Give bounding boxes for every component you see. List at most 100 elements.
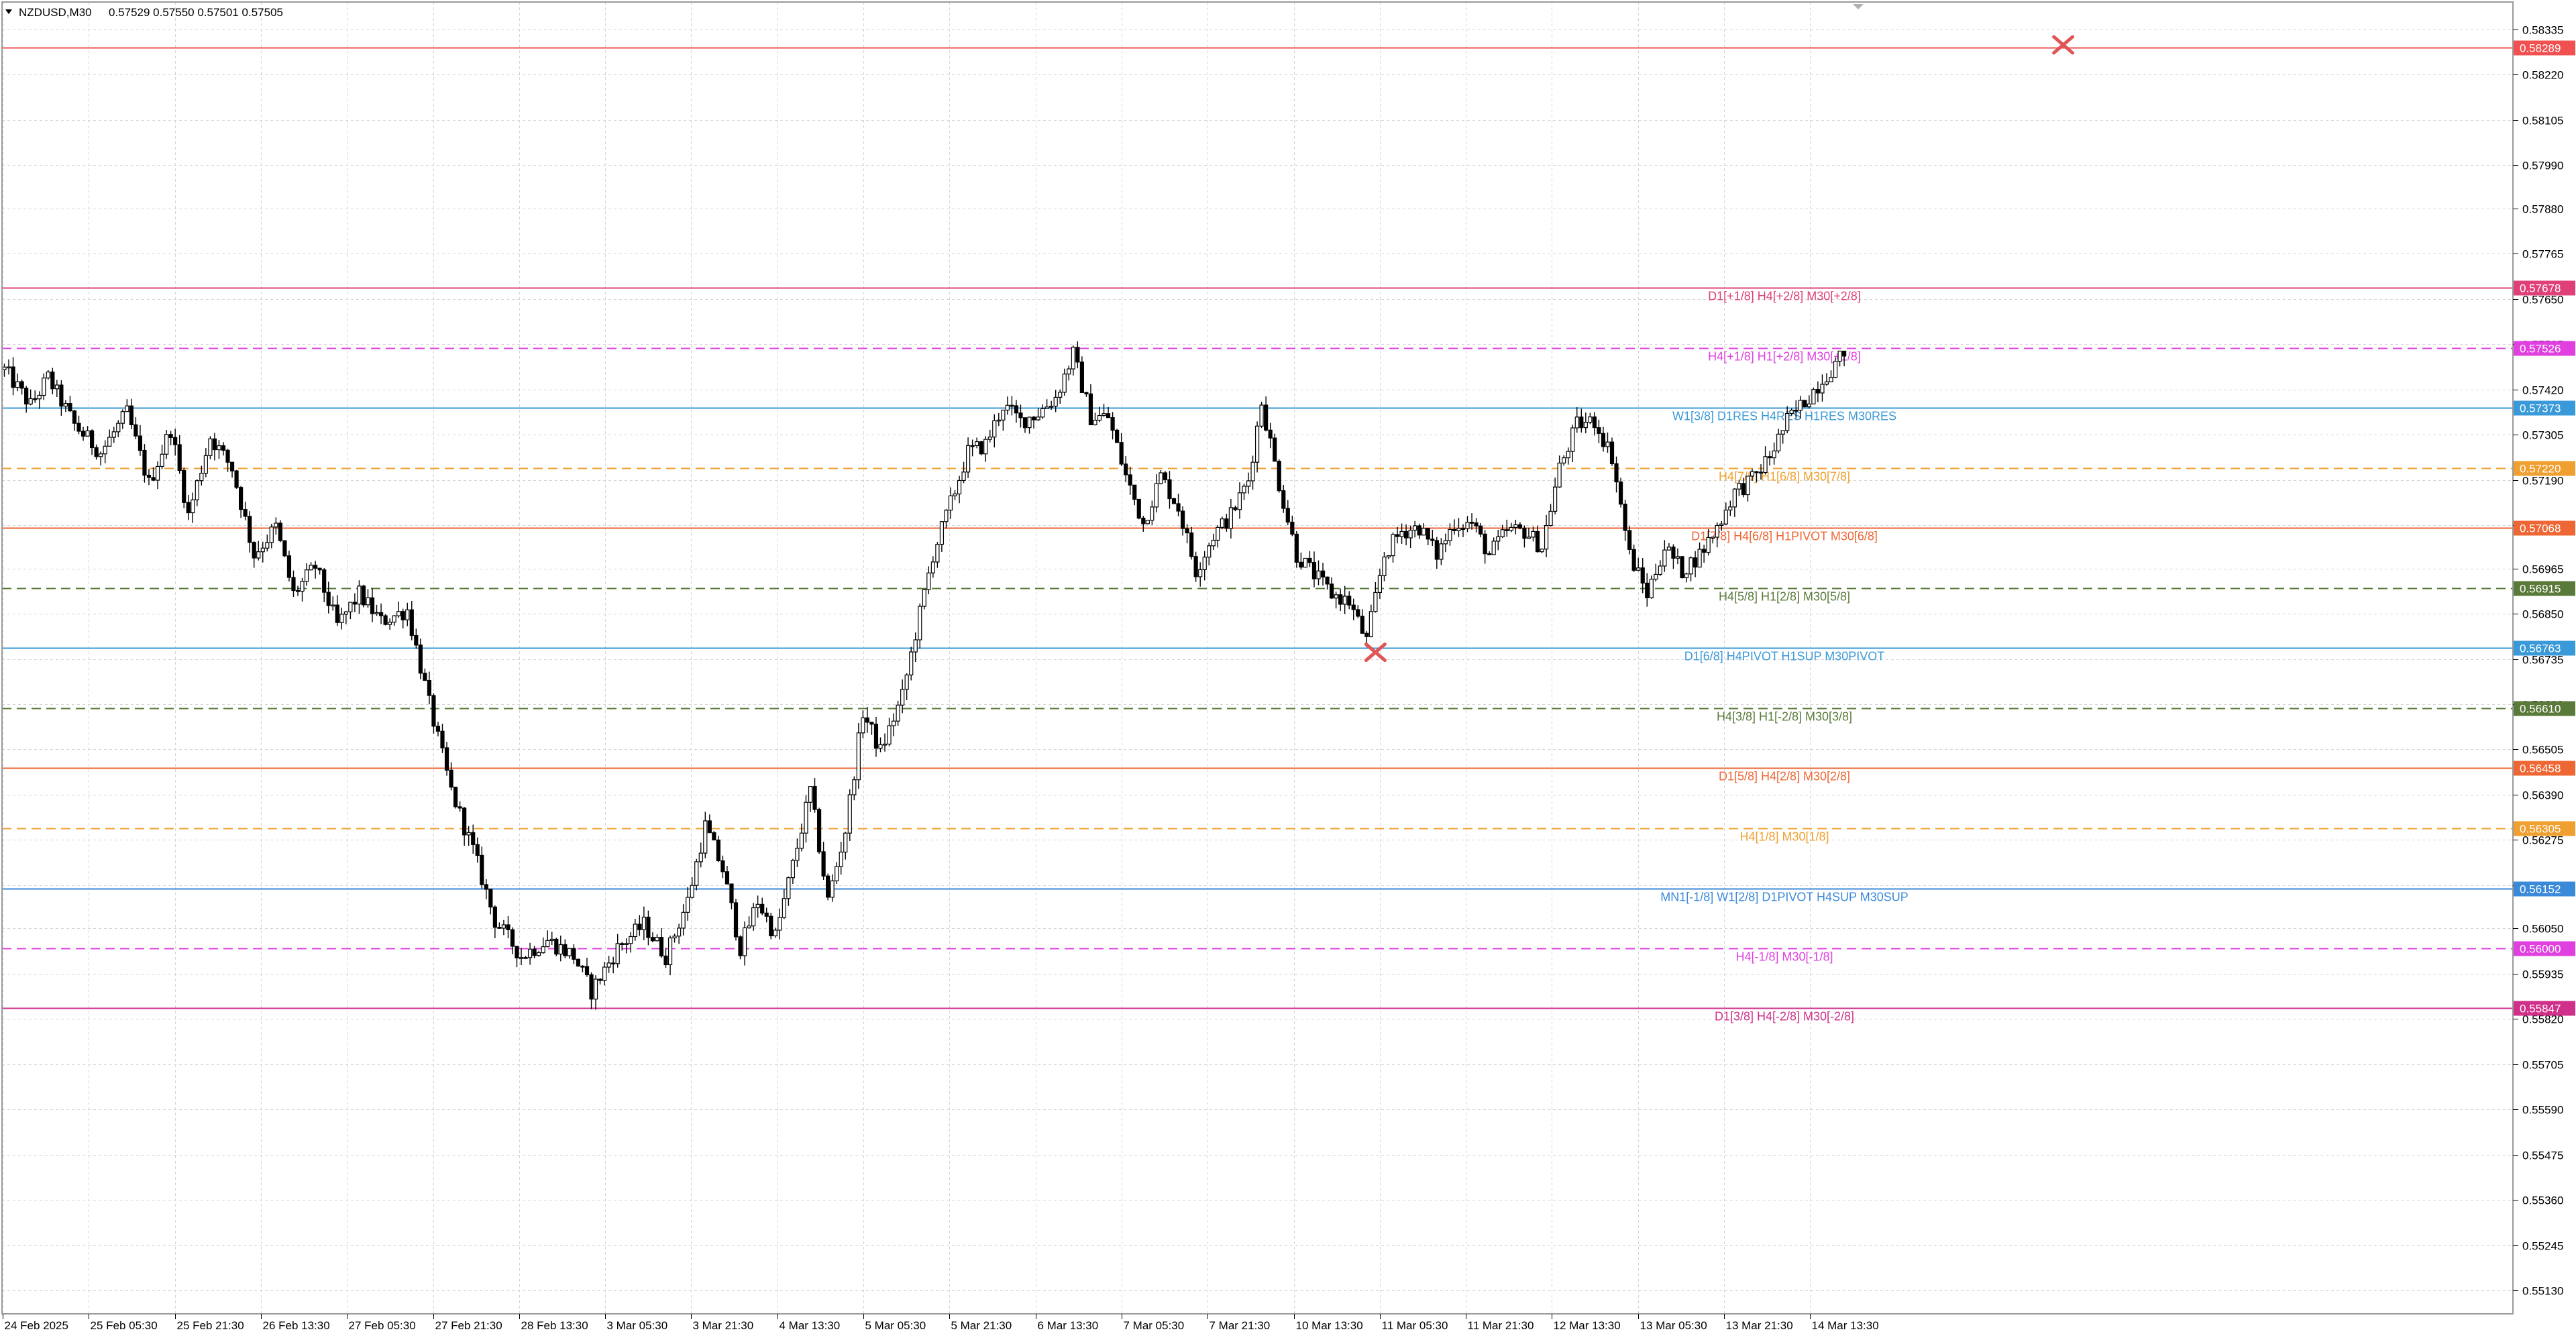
candle: [1049, 400, 1054, 410]
chart-header: NZDUSD,M30 0.57529 0.57550 0.57501 0.575…: [5, 6, 283, 19]
price-tag-label: 0.55847: [2520, 1003, 2561, 1015]
candle: [1469, 513, 1474, 530]
candle: [913, 632, 918, 663]
candle: [1246, 472, 1251, 494]
candle: [965, 437, 971, 478]
candle: [909, 647, 914, 681]
candle: [939, 520, 945, 552]
price-tick-label: 0.57190: [2522, 475, 2563, 488]
candle: [173, 429, 178, 456]
candle: [1526, 527, 1532, 539]
candle: [887, 718, 892, 746]
candle: [667, 935, 673, 976]
dropdown-triangle-icon[interactable]: [5, 9, 12, 14]
candle: [1680, 555, 1684, 579]
candle: [681, 904, 686, 936]
candle: [1465, 516, 1470, 533]
candle: [1128, 466, 1132, 495]
price-tick-label: 0.55705: [2522, 1059, 2563, 1072]
candle: [252, 541, 256, 568]
candle: [549, 932, 554, 946]
candle: [1614, 456, 1619, 493]
price-tag: [2514, 280, 2575, 296]
candle: [239, 486, 244, 518]
candle: [1794, 400, 1799, 419]
candle: [1342, 585, 1347, 614]
candle: [1574, 407, 1579, 433]
candle: [847, 789, 852, 841]
candle: [1106, 407, 1111, 418]
candle: [80, 427, 86, 441]
candle: [392, 615, 396, 626]
time-tick-label: 27 Feb 21:30: [435, 1319, 502, 1332]
candle: [466, 826, 471, 846]
candle: [1640, 558, 1645, 594]
candle: [409, 600, 414, 640]
candle: [703, 812, 708, 858]
candle: [1645, 573, 1650, 607]
candle: [1399, 523, 1404, 544]
candle: [225, 449, 230, 472]
candle: [427, 671, 432, 705]
candle: [1439, 538, 1444, 565]
candle: [313, 561, 318, 579]
candle: [388, 618, 392, 630]
candle: [182, 467, 186, 508]
candle: [1368, 604, 1373, 638]
candle: [747, 916, 751, 929]
candle: [1479, 523, 1483, 538]
candle: [527, 942, 533, 965]
candle: [458, 801, 462, 812]
candle: [1824, 373, 1829, 386]
price-tag: [2514, 581, 2575, 596]
candle: [480, 846, 484, 889]
candle: [690, 877, 694, 899]
price-tag: [2514, 941, 2575, 956]
time-tick-label: 12 Mar 13:30: [1554, 1319, 1621, 1332]
candle: [326, 581, 331, 614]
candle: [1325, 576, 1330, 590]
candle: [1662, 540, 1667, 572]
candle: [882, 733, 888, 752]
candle: [1132, 484, 1137, 506]
candle: [1417, 523, 1421, 539]
candle: [1053, 390, 1058, 412]
level-label: D1[6/8] H4PIVOT H1SUP M30PIVOT: [1684, 650, 1884, 663]
shift-triangle-icon[interactable]: [1853, 4, 1864, 9]
price-tick-label: 0.55820: [2522, 1013, 2563, 1026]
candle: [1544, 514, 1549, 557]
candle: [1171, 498, 1177, 504]
candle: [572, 944, 576, 964]
candle: [449, 762, 453, 791]
candle: [1036, 407, 1040, 421]
candle: [343, 610, 348, 624]
price-tag: [2514, 821, 2575, 836]
candle: [861, 710, 865, 738]
level-label: H4[-1/8] M30[-1/8]: [1735, 950, 1833, 964]
candle: [1807, 395, 1811, 409]
candle: [1058, 389, 1063, 404]
time-axis[interactable]: 24 Feb 2025 25 Feb 05:30 25 Feb 21:30 26 Fe…: [3, 1314, 1879, 1332]
candle: [151, 467, 156, 482]
candle: [203, 448, 208, 478]
candle: [1338, 588, 1343, 612]
candle: [234, 469, 239, 489]
candle: [1311, 551, 1317, 588]
candle: [1413, 520, 1417, 538]
candle: [19, 379, 24, 395]
candle: [1285, 500, 1290, 526]
candle: [808, 786, 813, 812]
candle: [6, 359, 11, 375]
candle: [1789, 408, 1794, 416]
candle: [1154, 474, 1159, 513]
candle: [992, 414, 997, 448]
candle: [1780, 430, 1785, 444]
price-axis[interactable]: 0.58335 0.58220 0.58105 0.57990 0.57880 0.577…: [2513, 24, 2575, 1298]
price-tag-label: 0.57220: [2520, 463, 2561, 476]
candle: [558, 935, 563, 962]
candle: [1316, 560, 1321, 585]
candle: [260, 541, 265, 563]
candle: [663, 948, 668, 968]
